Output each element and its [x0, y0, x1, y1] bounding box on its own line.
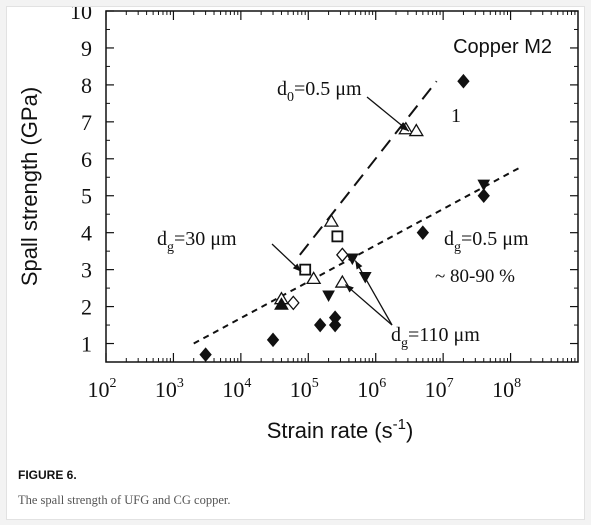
- x-tick-label: 104: [222, 376, 251, 402]
- x-tick-label: 105: [290, 376, 319, 402]
- x-tick-label: 106: [357, 376, 386, 402]
- data-point-diamond-filled: [328, 317, 342, 333]
- figure-card: 1 2 3 4 5 6 7 8 9 10 102 103 104 105 106 107 108 Strain r…: [6, 6, 585, 520]
- data-point-diamond-filled: [416, 225, 429, 240]
- x-tick-label: 108: [492, 376, 521, 402]
- annotation-arrow-head: [292, 263, 302, 272]
- data-point-triangle-open: [323, 213, 340, 227]
- y-tick-label: 4: [81, 221, 92, 246]
- y-tick-label: 8: [81, 73, 92, 98]
- annotation-arrow: [344, 284, 393, 326]
- data-point-diamond-filled: [477, 188, 490, 204]
- data-point-diamond-filled: [314, 317, 327, 333]
- plot-frame: [105, 10, 579, 363]
- data-point-diamond-open: [286, 295, 300, 311]
- data-point-square-open: [331, 230, 344, 243]
- annotation-dg-0-5: dg=0.5 μm: [444, 228, 529, 255]
- annotation-line-1: 1: [451, 105, 461, 127]
- x-axis-label: Strain rate (s-1): [267, 416, 414, 443]
- annotation-arrow-head: [400, 123, 409, 132]
- annotation-arrow: [354, 260, 393, 326]
- annotation-arrow-head: [345, 284, 354, 293]
- annotation-dg-30: dg=30 μm: [157, 228, 237, 255]
- y-tick-label: 5: [81, 184, 92, 209]
- y-tick-label: 2: [81, 295, 92, 320]
- data-point-triangle-open: [408, 123, 424, 137]
- data-point-triangle-down-filled: [477, 179, 491, 192]
- data-point-triangle-up-filled: [274, 297, 289, 310]
- annotation-arrow-head: [355, 260, 363, 270]
- annotation-percent: ~ 80-90 %: [435, 266, 515, 287]
- y-tick-label: 9: [81, 36, 92, 61]
- y-tick-label: 6: [81, 147, 92, 172]
- y-tick-label: 10: [70, 7, 92, 24]
- data-point-diamond-open: [335, 247, 349, 263]
- data-point-diamond-filled: [199, 347, 212, 362]
- data-point-diamond-filled: [266, 332, 280, 348]
- fit-line-ufg: [299, 80, 438, 256]
- chart-title: Copper M2: [453, 36, 552, 58]
- annotation-d0: d0=0.5 μm: [277, 78, 362, 105]
- y-tick-label: 1: [81, 332, 92, 357]
- x-tick-label: 102: [88, 376, 117, 402]
- annotation-arrow: [366, 96, 410, 132]
- fit-line-cg: [193, 165, 523, 345]
- data-point-triangle-open: [305, 271, 322, 285]
- y-tick-label: 3: [81, 258, 92, 283]
- figure-caption: The spall strength of UFG and CG copper.: [18, 493, 231, 507]
- x-tick-label: 107: [425, 376, 454, 402]
- data-point-triangle-down-filled: [322, 290, 335, 303]
- data-point-square-open: [299, 263, 312, 276]
- x-tick-label: 103: [155, 376, 184, 402]
- y-axis-label: Spall strength (GPa): [17, 87, 42, 286]
- spall-strength-chart: 1 2 3 4 5 6 7 8 9 10 102 103 104 105 106 107 108 Strain r…: [17, 7, 579, 443]
- y-tick-label: 7: [81, 110, 92, 135]
- figure-label: FIGURE 6.: [18, 468, 77, 482]
- annotation-dg-110: dg=110 μm: [391, 324, 480, 351]
- data-point-diamond-filled: [457, 73, 470, 89]
- data-point-triangle-down-filled: [345, 253, 359, 266]
